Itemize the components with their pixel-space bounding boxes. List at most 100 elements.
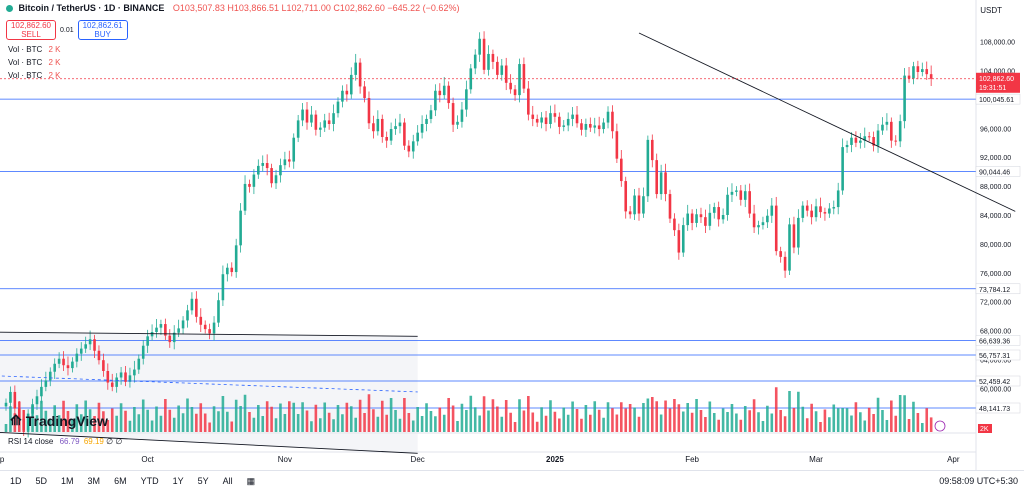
candle-body [836,190,840,208]
y-tick-label: 88,000.00 [980,184,1011,191]
candle-body [137,358,141,370]
volume-bar [434,416,437,432]
volume-bar [558,418,561,432]
candle-body [124,372,127,382]
candle-body [226,267,229,275]
volume-bar [850,415,853,432]
candle-body [190,298,194,311]
candle-body [35,396,39,405]
buy-button[interactable]: 102,862.61 BUY [77,20,128,40]
candle-body [102,360,105,371]
candle-body [314,114,318,130]
candle-body [566,118,570,126]
candle-body [159,324,163,328]
volume-bar [318,418,322,432]
volume-bar [642,403,645,432]
volume-badge [978,424,992,433]
currency-label[interactable]: USDT [980,6,1002,15]
candle-body [252,174,256,187]
candle-body [234,245,238,273]
buy-price: 102,862.61 [82,21,123,30]
vol-label: Vol · BTC [8,58,43,67]
candle-body [540,117,543,123]
rsi-legend[interactable]: RSI 14 close 66.79 69.19 ∅ ∅ [8,437,122,446]
candle-body [730,191,734,195]
volume-bar [349,406,353,432]
candle-body [323,120,327,128]
volume-bar [31,405,34,432]
range-3m[interactable]: 3M [87,476,101,486]
volume-indicator-2[interactable]: Vol · BTC 2 K [8,58,60,67]
candle-body [403,122,406,146]
volume-bar [885,420,889,432]
candle-body [199,316,203,325]
candle-body [823,212,827,214]
x-tick-label: Apr [947,455,960,464]
volume-bar [57,415,61,432]
volume-bar [283,414,287,432]
range-1d[interactable]: 1D [10,476,22,486]
volume-bar [389,398,393,432]
volume-bar [544,415,548,432]
volume-bar [473,407,477,432]
clock[interactable]: 09:58:09 UTC+5:30 [939,476,1018,486]
volume-bar [797,391,800,432]
candle-body [66,365,70,369]
candle-body [801,205,805,218]
range-6m[interactable]: 6M [114,476,127,486]
volume-bar [301,402,304,432]
level-price-tag [975,375,1021,387]
candle-body [496,61,499,75]
volume-bar [217,411,220,432]
candle-body [380,118,384,137]
volume-bar [234,399,238,432]
level-price-label: 100,045.61 [979,97,1014,104]
candle-body [522,64,526,89]
candle-body [752,213,756,228]
volume-bar [155,406,158,432]
symbol-title[interactable]: Bitcoin / TetherUS · 1D · BINANCE [18,3,165,13]
candle-body [336,101,340,114]
volume-bar [124,410,127,432]
volume-bar [646,398,650,432]
candle-body [398,122,402,127]
volume-indicator-1[interactable]: Vol · BTC 2 K [8,45,60,54]
candle-body [518,64,521,96]
range-ytd[interactable]: YTD [140,476,159,486]
candle-body [465,89,468,110]
volume-bar [619,402,623,432]
candle-body [186,310,189,321]
volume-bar [673,399,676,432]
range-all[interactable]: All [222,476,233,486]
sell-button[interactable]: 102,862.60 SELL [6,20,56,40]
range-5d[interactable]: 5D [35,476,48,486]
candle-body [265,163,269,169]
candle-body [181,320,185,329]
tradingview-logo: ⟰ TradingView [10,412,108,429]
y-tick-label: 72,000.00 [980,300,1011,307]
volume-bar [398,418,402,432]
volume-indicator-3[interactable]: Vol · BTC 2 K [8,71,60,80]
range-1y[interactable]: 1Y [172,476,184,486]
volume-bar [602,417,605,432]
volume-bar [571,401,574,432]
level-price-label: 48,141.73 [979,406,1010,413]
volume-bar [717,419,720,432]
candle-body [279,165,282,176]
candle-body [810,210,813,218]
calendar-icon[interactable]: ▦ [246,475,256,486]
volume-bar [907,419,911,432]
volume-bar [549,400,552,432]
candle-body [473,54,477,69]
volume-bar [97,402,101,432]
candle-body [611,111,614,132]
candle-body [363,86,366,98]
range-5y[interactable]: 5Y [197,476,209,486]
candle-body [544,117,548,124]
candle-body [212,322,216,334]
candle-body [717,207,720,220]
range-1m[interactable]: 1M [61,476,74,486]
candle-body [832,207,836,209]
x-tick-label: Mar [809,455,823,464]
